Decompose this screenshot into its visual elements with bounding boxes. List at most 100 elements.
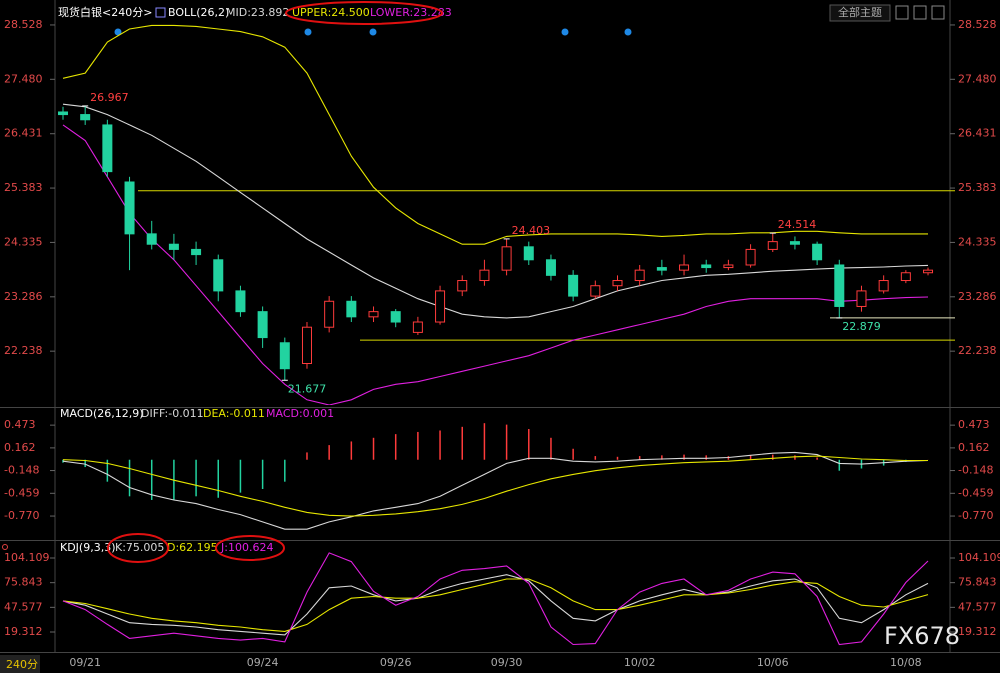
indicator-line — [62, 24, 928, 245]
highlight — [215, 535, 285, 561]
y-tick-label: 28.528 — [958, 18, 997, 31]
y-tick-label: 27.480 — [958, 72, 997, 85]
indicator-line — [62, 574, 929, 636]
candle-body — [812, 243, 823, 261]
x-tick-label: 10/06 — [757, 656, 789, 669]
indicator-line — [62, 451, 929, 530]
price-annotation: 21.677 — [288, 382, 327, 395]
candle-body — [789, 241, 800, 245]
candle-body — [590, 285, 601, 297]
legend-entry: D:62.195 — [167, 541, 218, 554]
y-tick-label: 0.473 — [4, 418, 36, 431]
y-tick-label: 104.109 — [4, 551, 50, 564]
y-tick-label: -0.459 — [4, 486, 39, 499]
theme-button[interactable] — [829, 4, 891, 22]
x-tick-label: 09/24 — [247, 656, 279, 669]
period-box[interactable] — [0, 655, 40, 673]
y-tick-label: 25.383 — [4, 181, 43, 194]
y-tick-label: 0.162 — [4, 441, 36, 454]
y-tick-label: 27.480 — [4, 72, 43, 85]
watermark: FX678 — [884, 622, 960, 650]
candle-body — [634, 269, 645, 282]
candle-body — [923, 269, 934, 274]
x-tick-label: 10/02 — [624, 656, 656, 669]
tool-icon[interactable] — [913, 5, 927, 20]
highlight — [107, 533, 169, 563]
tool-icon[interactable] — [931, 5, 945, 20]
indicator-line — [62, 103, 929, 319]
candle-body — [390, 311, 401, 323]
y-tick-label: 24.335 — [958, 235, 997, 248]
candle-body — [324, 300, 335, 328]
candle-body — [656, 267, 667, 271]
candle-body — [124, 181, 135, 235]
candle-body — [900, 272, 911, 282]
y-tick-label: 24.335 — [4, 235, 43, 248]
indicator-line — [62, 455, 928, 517]
indicator-line — [62, 552, 929, 646]
y-tick-label: 104.109 — [958, 551, 1000, 564]
y-tick-label: 19.312 — [958, 625, 997, 638]
candle-body — [301, 326, 312, 365]
candle-body — [767, 241, 778, 250]
event-markers — [114, 28, 632, 36]
legend-entry: K:75.005 — [115, 541, 164, 554]
y-tick-label: 23.286 — [958, 290, 997, 303]
candle-body — [58, 111, 68, 116]
legend-entry: J:100.624 — [220, 541, 273, 554]
legend-entry: DIFF:-0.011 — [141, 407, 204, 420]
y-tick-label: -0.148 — [4, 464, 39, 477]
legend-entry: MID:23.892 — [226, 6, 289, 19]
candle-body — [80, 114, 91, 121]
candle-body — [545, 259, 556, 276]
y-tick-label: -0.148 — [958, 464, 993, 477]
period-label[interactable]: 240分 — [6, 658, 38, 671]
price-annotation: 26.967 — [90, 91, 128, 104]
y-tick-label: 75.843 — [4, 576, 43, 589]
y-tick-label: 47.577 — [4, 600, 43, 613]
candle-body — [257, 311, 268, 339]
panel-frame — [0, 0, 1000, 653]
candle-body — [723, 264, 734, 269]
y-tick-label: 26.431 — [4, 127, 43, 140]
candle-body — [679, 264, 690, 271]
candle-body — [612, 280, 623, 287]
y-tick-label: -0.770 — [4, 509, 39, 522]
legend-entry: UPPER:24.500 — [292, 6, 370, 19]
icon — [2, 544, 8, 550]
y-tick-label: 22.238 — [4, 344, 43, 357]
legend-entry: MACD:0.001 — [266, 407, 334, 420]
price-annotation: 22.879 — [842, 320, 881, 333]
x-tick-label: 10/08 — [890, 656, 922, 669]
indicator-line — [62, 578, 929, 632]
candle-body — [523, 246, 534, 261]
candle-body — [368, 311, 379, 318]
price-annotation: 24.514 — [778, 218, 817, 231]
candle-body — [834, 264, 845, 307]
candle-body — [279, 342, 290, 370]
indicator-title: MACD(26,12,9) — [60, 407, 144, 420]
y-tick-label: 25.383 — [958, 181, 997, 194]
price-annotation: 24.403 — [512, 224, 550, 237]
indicator-title: BOLL(26,2) — [168, 6, 229, 19]
candle-body — [878, 280, 889, 292]
legend-entry: LOWER:23.283 — [370, 6, 452, 19]
y-tick-label: 47.577 — [958, 600, 997, 613]
y-tick-label: 28.528 — [4, 18, 43, 31]
symbol: 现货白银<240分> — [58, 5, 152, 19]
candle-body — [501, 246, 512, 271]
candle-body — [102, 124, 113, 173]
x-tick-label: 09/30 — [491, 656, 523, 669]
candle-body — [568, 274, 579, 297]
y-tick-label: 23.286 — [4, 290, 43, 303]
candle-body — [146, 233, 157, 245]
y-tick-label: 0.473 — [958, 418, 990, 431]
candle-body — [191, 248, 202, 256]
tool-icon[interactable] — [895, 5, 909, 20]
indicator-line — [62, 124, 929, 405]
legend-entry: DEA:-0.011 — [203, 407, 265, 420]
theme-button-label[interactable]: 全部主题 — [838, 5, 882, 19]
y-tick-label: -0.459 — [958, 486, 993, 499]
